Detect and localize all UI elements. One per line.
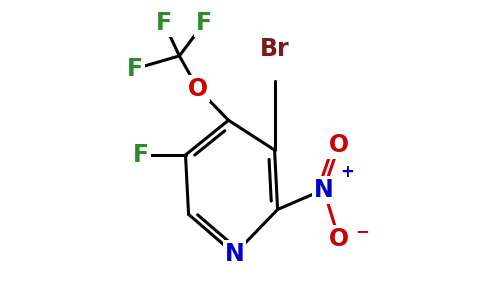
Text: F: F	[133, 143, 150, 167]
Text: N: N	[314, 178, 333, 202]
Text: F: F	[127, 57, 143, 81]
Text: +: +	[340, 163, 354, 181]
Text: O: O	[329, 133, 349, 157]
Text: F: F	[196, 11, 212, 35]
Text: −: −	[355, 222, 369, 240]
Text: F: F	[156, 11, 172, 35]
Text: N: N	[225, 242, 244, 266]
Text: O: O	[188, 76, 208, 100]
Text: O: O	[329, 227, 349, 251]
Text: Br: Br	[260, 37, 289, 61]
